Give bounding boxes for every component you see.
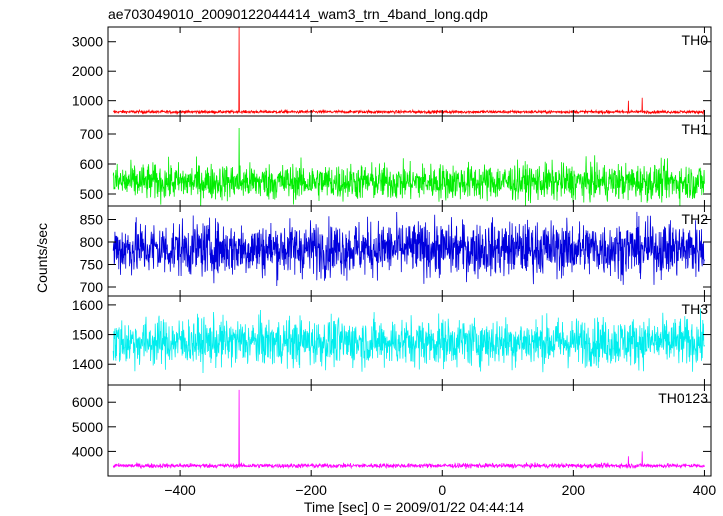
y-tick-label: 700	[80, 126, 104, 142]
y-tick-label: 700	[80, 279, 104, 295]
y-tick-label: 2000	[72, 63, 103, 79]
panel-label: TH0	[682, 32, 709, 48]
x-tick-label: 0	[438, 482, 446, 498]
panel-th2: 700 750 800 850 TH2	[80, 205, 712, 297]
panel-label: TH0123	[658, 390, 708, 406]
x-axis-title: Time [sec] 0 = 2009/01/22 04:44:14	[304, 499, 524, 515]
x-tick-label: −400	[164, 482, 196, 498]
y-tick-label: 800	[80, 234, 104, 250]
panels-group: 1000 2000 3000 TH0 500 600 700 TH1 700 750 800 850 T…	[72, 26, 712, 477]
y-tick-label: 3000	[72, 34, 103, 50]
y-tick-label: 500	[80, 186, 104, 202]
panel-frame	[107, 26, 712, 117]
series-line-th0	[112, 27, 705, 116]
y-tick-label: 600	[80, 156, 104, 172]
x-tick-label: 200	[562, 482, 586, 498]
series-line-th3	[112, 308, 705, 374]
plot-title: ae703049010_20090122044414_wam3_trn_4ban…	[108, 6, 488, 22]
y-tick-label: 1400	[72, 356, 103, 372]
panel-th3: 1400 1500 1600 TH3	[72, 295, 712, 386]
y-tick-label: 4000	[72, 443, 103, 459]
x-tick-label: 400	[693, 482, 717, 498]
series-line-th2	[112, 211, 705, 287]
panel-frame	[107, 384, 712, 477]
y-tick-label: 750	[80, 257, 104, 273]
panel-th1: 500 600 700 TH1	[80, 115, 712, 207]
panel-th0: 1000 2000 3000 TH0	[72, 26, 712, 117]
y-tick-label: 5000	[72, 419, 103, 435]
y-tick-label: 1500	[72, 327, 103, 343]
y-tick-label: 850	[80, 212, 104, 228]
y-tick-label: 1000	[72, 93, 103, 109]
y-tick-label: 6000	[72, 394, 103, 410]
x-tick-label: −200	[295, 482, 327, 498]
series-line-th0123	[112, 389, 705, 470]
panel-label: TH1	[682, 121, 709, 137]
panel-frame	[107, 115, 712, 207]
x-axis: −400 −200 0 200 400	[164, 482, 716, 498]
series-line-th1	[112, 127, 705, 206]
y-axis-title: Counts/sec	[34, 223, 50, 293]
y-tick-label: 1600	[72, 297, 103, 313]
panel-label: TH3	[682, 301, 709, 317]
panel-th0123: 4000 5000 6000 TH0123	[72, 384, 712, 477]
panel-label: TH2	[682, 211, 709, 227]
